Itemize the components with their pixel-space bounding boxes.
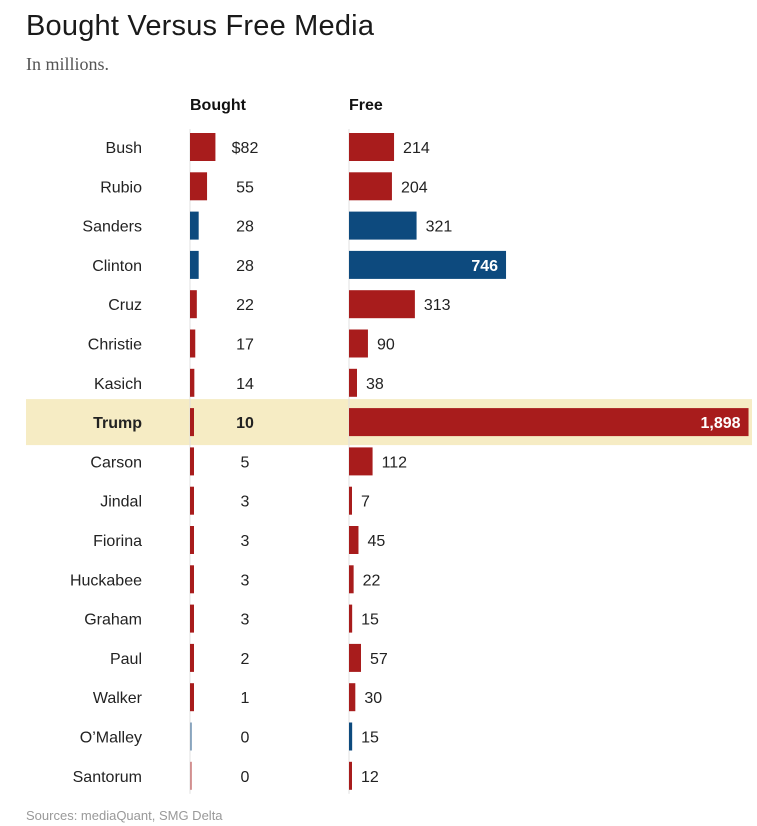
free-value-label: 112 xyxy=(382,454,408,471)
free-value-label: 57 xyxy=(370,651,388,668)
free-value-label: 321 xyxy=(426,219,453,236)
candidate-label: O’Malley xyxy=(80,730,142,747)
free-value-label: 38 xyxy=(366,376,384,393)
bought-bar xyxy=(190,250,199,279)
free-value-label: 15 xyxy=(361,730,379,747)
bought-value-label: 3 xyxy=(241,533,250,550)
candidate-label: Rubio xyxy=(100,179,142,196)
free-value-label: 7 xyxy=(361,494,370,511)
bought-value-label: 3 xyxy=(241,612,250,629)
free-bar xyxy=(349,368,357,397)
bought-bar xyxy=(190,761,192,790)
bought-bar xyxy=(190,565,194,594)
bought-bar xyxy=(190,172,208,201)
source-note: Sources: mediaQuant, SMG Delta xyxy=(26,808,223,823)
candidate-label: Huckabee xyxy=(70,572,142,589)
bought-value-label: 0 xyxy=(241,730,250,747)
bought-value-label: 55 xyxy=(236,179,254,196)
bought-bar xyxy=(190,643,194,672)
free-value-label: 214 xyxy=(403,140,430,157)
free-bar xyxy=(349,290,415,319)
free-bar xyxy=(349,250,507,279)
free-value-label: 313 xyxy=(424,297,451,314)
free-value-label: 30 xyxy=(364,690,382,707)
free-bar xyxy=(349,447,373,476)
candidate-label: Jindal xyxy=(100,494,142,511)
bought-bar xyxy=(190,683,194,712)
bought-bar xyxy=(190,329,196,358)
bought-bar xyxy=(190,211,199,240)
candidate-label: Sanders xyxy=(82,219,142,236)
bought-value-label: 10 xyxy=(236,415,254,432)
bought-bar xyxy=(190,604,194,633)
free-bar xyxy=(349,683,356,712)
free-bar xyxy=(349,526,359,554)
bought-value-label: 5 xyxy=(241,454,250,471)
bought-bar xyxy=(190,408,194,437)
free-bar xyxy=(349,761,352,790)
bought-value-label: 1 xyxy=(241,690,250,707)
candidate-label: Kasich xyxy=(94,376,142,393)
bought-value-label: 17 xyxy=(236,337,254,354)
free-value-label: 90 xyxy=(377,337,395,354)
candidate-label: Clinton xyxy=(92,258,142,275)
free-bar xyxy=(349,408,749,437)
candidate-label: Fiorina xyxy=(93,533,142,550)
bought-bar xyxy=(190,133,216,161)
bought-column-header: Bought xyxy=(190,97,247,114)
bought-value-label: 22 xyxy=(236,297,254,314)
chart-subtitle: In millions. xyxy=(26,54,110,74)
candidate-label: Walker xyxy=(93,690,143,707)
bought-bar xyxy=(190,526,194,554)
bought-bar xyxy=(190,722,192,751)
free-value-label: 1,898 xyxy=(700,415,740,432)
bought-value-label: 28 xyxy=(236,258,254,275)
bought-bar xyxy=(190,368,195,397)
free-bar xyxy=(349,604,353,633)
bought-bar xyxy=(190,447,194,476)
free-bar xyxy=(349,643,361,672)
free-bar xyxy=(349,211,417,240)
bought-bar xyxy=(190,290,197,319)
bought-bar xyxy=(190,486,194,515)
candidate-label: Carson xyxy=(90,454,142,471)
bought-value-label: 14 xyxy=(236,376,254,393)
free-value-label: 746 xyxy=(471,258,498,275)
candidate-label: Bush xyxy=(106,140,142,157)
free-value-label: 12 xyxy=(361,769,379,786)
bought-value-label: $82 xyxy=(232,140,259,157)
chart-title: Bought Versus Free Media xyxy=(26,10,375,42)
free-value-label: 204 xyxy=(401,179,428,196)
free-bar xyxy=(349,329,368,358)
free-bar xyxy=(349,565,354,594)
candidate-label: Cruz xyxy=(108,297,142,314)
bought-value-label: 0 xyxy=(241,769,250,786)
candidate-label: Christie xyxy=(88,337,142,354)
free-value-label: 22 xyxy=(363,572,381,589)
bought-value-label: 2 xyxy=(241,651,250,668)
candidate-label: Graham xyxy=(84,612,142,629)
candidate-label: Paul xyxy=(110,651,142,668)
free-value-label: 15 xyxy=(361,612,379,629)
free-column-header: Free xyxy=(349,97,383,114)
free-bar xyxy=(349,133,395,161)
free-bar xyxy=(349,486,352,515)
candidate-label: Santorum xyxy=(73,769,142,786)
bought-value-label: 28 xyxy=(236,219,254,236)
bought-value-label: 3 xyxy=(241,572,250,589)
free-value-label: 45 xyxy=(367,533,385,550)
bought-value-label: 3 xyxy=(241,494,250,511)
free-bar xyxy=(349,172,392,201)
candidate-label: Trump xyxy=(93,415,142,432)
free-bar xyxy=(349,722,353,751)
